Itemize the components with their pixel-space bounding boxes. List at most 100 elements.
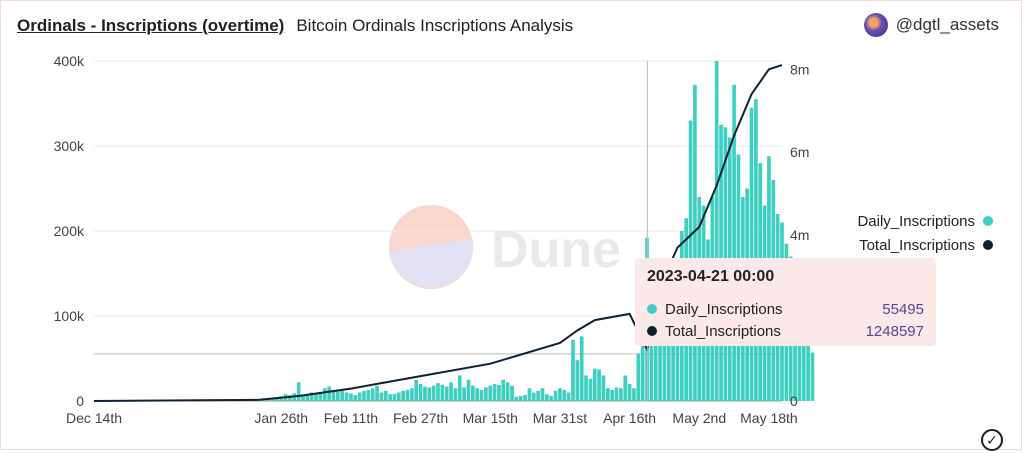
bar-daily-inscriptions bbox=[301, 395, 305, 401]
bar-daily-inscriptions bbox=[571, 339, 575, 401]
bar-daily-inscriptions bbox=[614, 387, 619, 401]
bar-daily-inscriptions bbox=[444, 386, 449, 401]
tooltip-label-total: Total_Inscriptions bbox=[665, 322, 781, 340]
bar-daily-inscriptions bbox=[619, 388, 623, 401]
bar-daily-inscriptions bbox=[288, 395, 292, 401]
bar-daily-inscriptions bbox=[466, 379, 471, 401]
bar-daily-inscriptions bbox=[436, 383, 440, 401]
bar-daily-inscriptions bbox=[531, 392, 536, 401]
y-right-tick-label-3: 8m bbox=[790, 61, 809, 77]
bar-daily-inscriptions bbox=[501, 379, 506, 401]
bar-daily-inscriptions bbox=[579, 336, 584, 401]
hover-tooltip: 2023-04-21 00:00 Daily_Inscriptions 5549… bbox=[635, 258, 936, 346]
bar-daily-inscriptions bbox=[666, 299, 671, 401]
bar-daily-inscriptions bbox=[440, 384, 445, 401]
bar-daily-inscriptions bbox=[370, 388, 375, 401]
bar-daily-inscriptions bbox=[523, 395, 527, 401]
bar-daily-inscriptions bbox=[627, 384, 632, 401]
bar-daily-inscriptions bbox=[471, 385, 475, 401]
bar-daily-inscriptions bbox=[388, 394, 392, 401]
y-left-tick-label-3: 300k bbox=[54, 138, 85, 154]
bar-daily-inscriptions bbox=[427, 387, 432, 401]
bar-daily-inscriptions bbox=[401, 390, 405, 401]
bar-daily-inscriptions bbox=[362, 390, 366, 401]
dune-watermark-text: Dune bbox=[491, 221, 621, 279]
bar-daily-inscriptions bbox=[601, 375, 606, 401]
bar-daily-inscriptions bbox=[379, 392, 384, 401]
author-name: @dgtl_assets bbox=[895, 15, 999, 34]
bar-daily-inscriptions bbox=[549, 395, 554, 401]
bar-daily-inscriptions bbox=[597, 369, 601, 401]
bar-daily-inscriptions bbox=[340, 390, 345, 401]
bar-daily-inscriptions bbox=[349, 393, 353, 401]
tooltip-value-daily: 55495 bbox=[882, 300, 924, 318]
check-circle-icon[interactable]: ✓ bbox=[981, 429, 1003, 451]
bar-daily-inscriptions bbox=[318, 393, 323, 401]
bar-daily-inscriptions bbox=[527, 388, 532, 401]
bar-daily-inscriptions bbox=[605, 388, 610, 401]
chart-header: Ordinals - Inscriptions (overtime) Bitco… bbox=[17, 13, 573, 39]
legend-item-daily[interactable]: Daily_Inscriptions bbox=[841, 209, 993, 233]
bar-daily-inscriptions bbox=[649, 314, 654, 401]
legend-label-total: Total_Inscriptions bbox=[859, 236, 975, 254]
tooltip-row-total: Total_Inscriptions 1248597 bbox=[647, 320, 924, 342]
x-tick-label-0: Dec 14th bbox=[66, 410, 122, 426]
y-left-tick-label-2: 200k bbox=[54, 223, 85, 239]
bar-daily-inscriptions bbox=[336, 391, 340, 401]
bar-daily-inscriptions bbox=[732, 84, 736, 402]
bar-daily-inscriptions bbox=[558, 388, 562, 401]
x-tick-label-7: May 2nd bbox=[672, 410, 726, 426]
bar-daily-inscriptions bbox=[453, 388, 458, 401]
bar-daily-inscriptions bbox=[322, 388, 327, 401]
legend-dot-total bbox=[983, 240, 993, 250]
chart-subtitle: Bitcoin Ordinals Inscriptions Analysis bbox=[296, 16, 574, 35]
bar-daily-inscriptions bbox=[714, 61, 719, 401]
y-right-tick-label-1: 4m bbox=[790, 227, 809, 243]
y-left-tick-label-0: 0 bbox=[76, 393, 84, 409]
tooltip-dot-daily bbox=[647, 304, 657, 314]
tooltip-value-total: 1248597 bbox=[865, 322, 924, 340]
bar-daily-inscriptions bbox=[270, 398, 275, 401]
bar-daily-inscriptions bbox=[562, 389, 567, 401]
bar-daily-inscriptions bbox=[405, 389, 410, 401]
bar-daily-inscriptions bbox=[305, 394, 310, 401]
chart-title-link[interactable]: Ordinals - Inscriptions (overtime) bbox=[17, 16, 285, 35]
bar-daily-inscriptions bbox=[353, 395, 358, 401]
bar-daily-inscriptions bbox=[492, 384, 497, 401]
bar-daily-inscriptions bbox=[375, 385, 379, 401]
bar-daily-inscriptions bbox=[488, 385, 493, 401]
bar-daily-inscriptions bbox=[553, 390, 558, 401]
bar-daily-inscriptions bbox=[396, 392, 401, 401]
bar-daily-inscriptions bbox=[479, 389, 484, 401]
x-tick-label-1: Jan 26th bbox=[254, 410, 308, 426]
x-tick-label-2: Feb 11th bbox=[324, 410, 378, 426]
legend-item-total[interactable]: Total_Inscriptions bbox=[841, 233, 993, 257]
bar-daily-inscriptions bbox=[366, 389, 371, 401]
y-right-tick-label-0: 0 bbox=[790, 393, 798, 409]
bar-daily-inscriptions bbox=[588, 378, 593, 401]
bar-daily-inscriptions bbox=[431, 385, 436, 401]
bar-daily-inscriptions bbox=[327, 386, 331, 401]
line-total-inscriptions bbox=[93, 64, 783, 402]
author-link[interactable]: @dgtl_assets bbox=[863, 13, 999, 37]
x-tick-label-3: Feb 27th bbox=[393, 410, 448, 426]
y-left-tick-label-4: 400k bbox=[54, 53, 85, 69]
bar-daily-inscriptions bbox=[410, 388, 414, 401]
bar-daily-inscriptions bbox=[309, 392, 314, 401]
bar-daily-inscriptions bbox=[623, 375, 628, 401]
bar-daily-inscriptions bbox=[314, 393, 318, 401]
x-tick-label-5: Mar 31st bbox=[533, 410, 588, 426]
bar-daily-inscriptions bbox=[658, 309, 662, 401]
tooltip-row-daily: Daily_Inscriptions 55495 bbox=[647, 298, 924, 320]
x-tick-label-8: May 18th bbox=[740, 410, 798, 426]
bar-daily-inscriptions bbox=[497, 384, 501, 401]
bar-daily-inscriptions bbox=[810, 352, 815, 401]
bar-daily-inscriptions bbox=[662, 300, 667, 401]
bar-daily-inscriptions bbox=[505, 382, 510, 401]
bar-daily-inscriptions bbox=[754, 99, 758, 401]
bar-daily-inscriptions bbox=[414, 379, 419, 401]
dune-watermark: Dune bbox=[389, 205, 621, 289]
bar-daily-inscriptions bbox=[344, 392, 349, 401]
x-tick-label-6: Apr 16th bbox=[603, 410, 656, 426]
bar-daily-inscriptions bbox=[475, 388, 480, 401]
